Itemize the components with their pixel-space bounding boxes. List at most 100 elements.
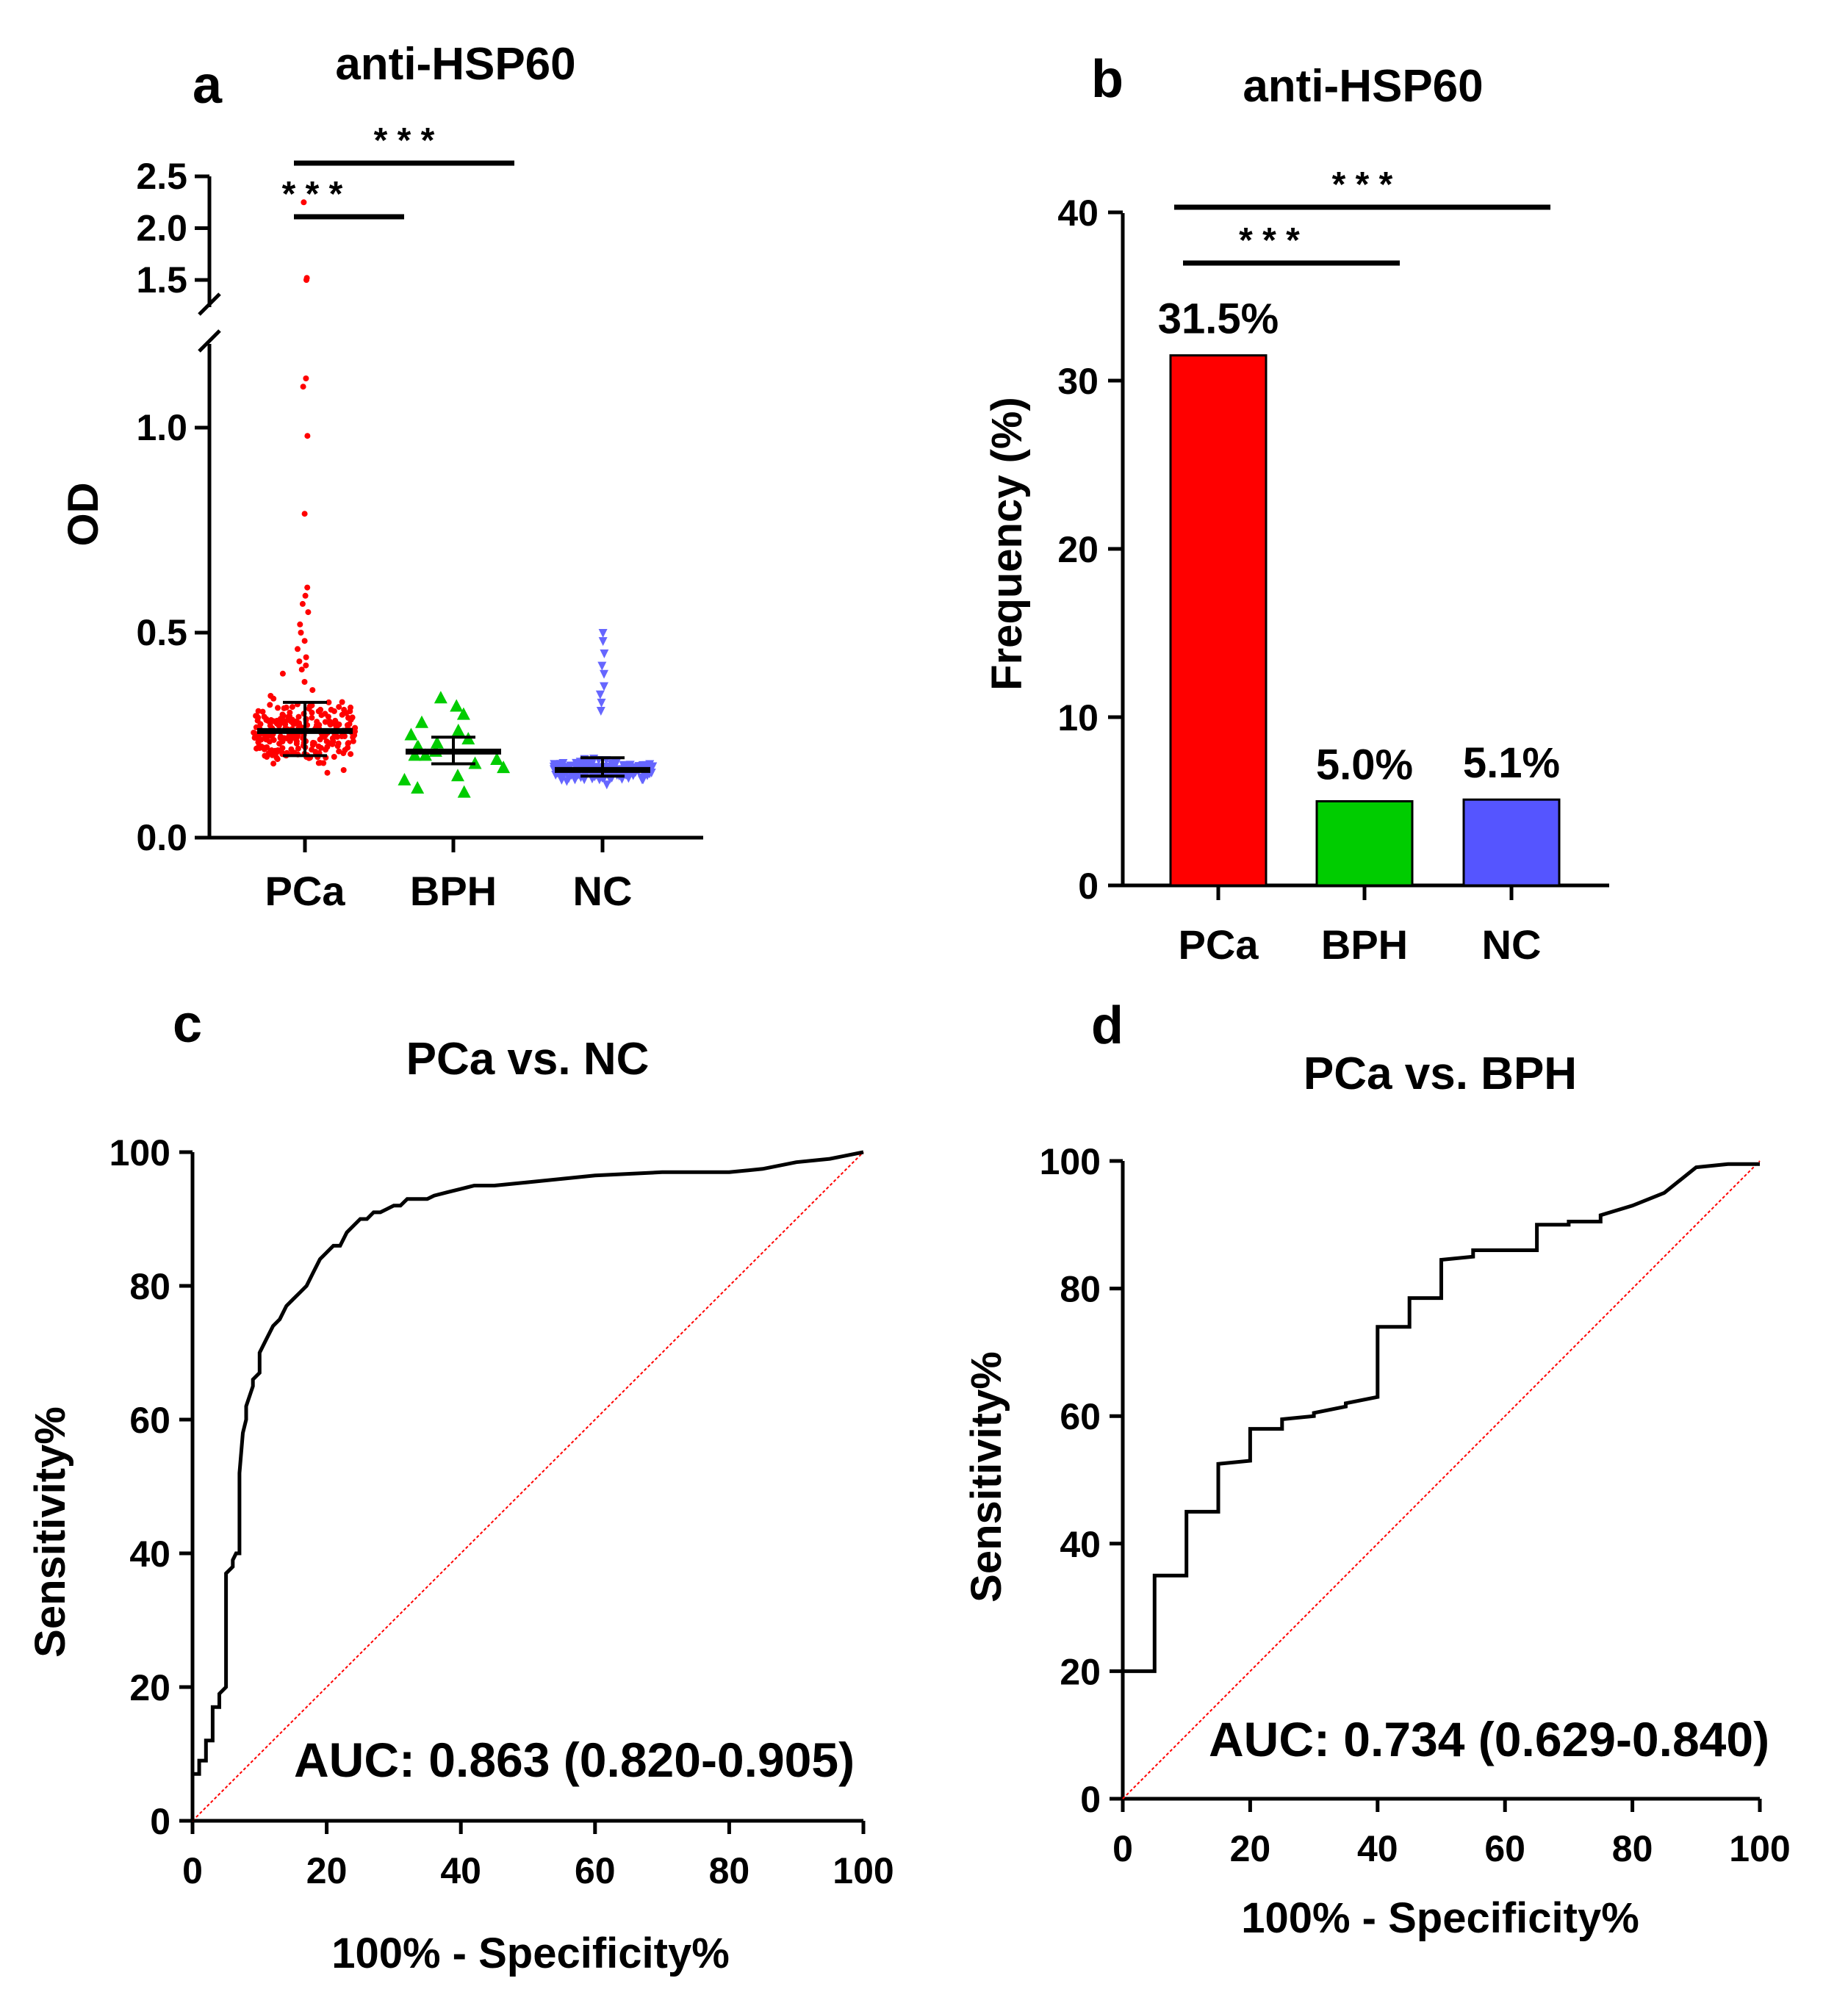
panel-a-point-nc: [639, 775, 648, 785]
panel-a-point-pca: [301, 199, 307, 206]
panel-b-category-label: BPH: [1321, 921, 1408, 968]
panel-a-point-pca: [295, 646, 301, 652]
panel-a-point-nc: [567, 771, 576, 780]
panel-a-point-pca: [309, 714, 315, 721]
panel-b-y-tick-label: 30: [1057, 361, 1099, 402]
panel-a-y-ticks: 0.0 0.5 1.0 1.5 2.0 2.5: [136, 156, 209, 858]
panel-a-point-pca: [266, 738, 273, 745]
panel-a-point-pca: [351, 724, 358, 731]
panel-a-point-pca: [341, 706, 348, 713]
panel-b-letter: b: [1091, 50, 1123, 109]
panel-a-y-tick-label: 2.5: [136, 156, 187, 197]
panel-a-point-pca: [304, 584, 311, 591]
panel-b-significance-label: * * *: [1239, 221, 1300, 260]
panel-a-significance-label: * * *: [282, 175, 343, 214]
panel-b-bar-nc: [1462, 798, 1561, 887]
panel-d-x-tick-label: 0: [1112, 1828, 1133, 1869]
panel-b-bar-pca: [1169, 354, 1268, 887]
panel-a-point-pca: [302, 592, 309, 599]
panel-a-point-pca: [295, 713, 302, 720]
panel-b-significance: * * * * * *: [1174, 165, 1550, 266]
panel-a-point-pca: [255, 739, 262, 746]
panel-a-point-bph: [451, 723, 465, 736]
panel-a-point-pca: [295, 745, 301, 752]
panel-a-category-label: PCa: [265, 868, 346, 914]
panel-a-point-bph: [450, 769, 464, 782]
panel-a-point-pca: [331, 708, 337, 714]
panel-a-point-nc: [600, 682, 609, 691]
panel-d-y-tick-label: 60: [1060, 1396, 1101, 1437]
panel-a-point-bph: [408, 748, 422, 761]
panel-a-point-bph: [490, 752, 504, 765]
panel-a-point-pca: [336, 704, 342, 711]
panel-d-y-tick-label: 40: [1060, 1524, 1101, 1565]
panel-a-point-nc: [579, 757, 589, 766]
panel-d-x-axis-title: 100% - Specificity%: [1241, 1894, 1639, 1942]
panel-a-point-bph: [430, 736, 444, 749]
panel-a-y-tick-label: 0.5: [136, 612, 187, 653]
panel-d-y-tick-label: 80: [1060, 1269, 1101, 1310]
panel-a-point-bph: [418, 748, 432, 761]
panel-b-y-tick-label: 0: [1078, 866, 1099, 907]
panel-a-significance: * * * * * *: [282, 121, 514, 220]
panel-a-point-bph: [414, 715, 428, 728]
panel-a-point-nc: [587, 760, 597, 769]
panel-c-y-axis-title: Sensitivity%: [26, 1406, 74, 1658]
panel-a-point-pca: [272, 747, 278, 754]
panel-a-point-bph: [404, 727, 418, 741]
panel-a-point-pca: [298, 666, 305, 673]
panel-a-x-ticks: PCa BPH NC: [265, 838, 632, 914]
panel-a-point-bph: [456, 707, 470, 720]
panel-a-point-pca: [279, 745, 286, 752]
panel-a-point-pca: [348, 704, 353, 711]
panel-d-x-tick-label: 80: [1612, 1828, 1653, 1869]
panel-d-roc-line: [1123, 1162, 1760, 1673]
panel-a-point-pca: [255, 708, 262, 714]
panel-a-point-pca: [336, 748, 342, 755]
panel-c-letter: c: [173, 995, 202, 1054]
panel-a-point-pca: [281, 718, 288, 724]
panel-a-point-pca: [303, 275, 310, 281]
panel-a-point-pca: [301, 679, 308, 685]
panel-d-letter: d: [1091, 996, 1123, 1055]
panel-a-point-pca: [339, 733, 345, 740]
panel-c-x-tick-label: 100: [833, 1850, 894, 1891]
panel-c-x-axis-title: 100% - Specificity%: [331, 1930, 730, 1977]
panel-d-y-tick-label: 100: [1040, 1141, 1101, 1182]
panel-a-point-pca: [345, 744, 351, 751]
panel-a-point-pca: [291, 720, 298, 726]
panel-a-point-pca: [296, 658, 303, 665]
panel-a-point-pca: [317, 760, 323, 766]
panel-a-point-pca: [339, 699, 345, 705]
panel-c-x-tick-label: 40: [440, 1850, 481, 1891]
panel-a-point-pca: [324, 769, 331, 776]
panel-a-point-pca: [324, 744, 331, 750]
panel-a-point-pca: [350, 738, 356, 744]
panel-a-point-pca: [288, 733, 295, 740]
panel-b-bar-chart: b anti-HSP60 Frequency (%) 0 10 20 30 40 31.…: [983, 50, 1609, 968]
panel-a-point-pca: [310, 739, 316, 746]
panel-a-point-pca: [289, 704, 295, 711]
panel-a-point-pca: [267, 693, 274, 699]
panel-b-title: anti-HSP60: [1243, 61, 1483, 112]
panel-a-y-axis-title: OD: [60, 483, 107, 547]
panel-c-y-tick-label: 0: [150, 1801, 170, 1842]
panel-a-point-pca: [331, 720, 337, 727]
panel-a-point-pca: [340, 750, 347, 757]
panel-a-point-nc: [598, 629, 608, 638]
panel-a-point-pca: [272, 718, 278, 724]
panel-a-point-nc: [598, 637, 608, 647]
panel-a-point-pca: [275, 705, 281, 711]
panel-a-y-tick-label: 0.0: [136, 817, 187, 858]
panel-a-point-bph: [398, 772, 411, 785]
panel-a-point-nc: [602, 780, 611, 790]
panel-a-point-pca: [301, 638, 308, 644]
panel-a-point-pca: [301, 511, 308, 517]
panel-a-point-pca: [304, 433, 311, 439]
panel-c-reference-line: [192, 1151, 864, 1822]
panel-a-point-nc: [597, 698, 606, 708]
panel-a-point-nc: [639, 761, 648, 770]
panel-a-dot-plot: a anti-HSP60 OD 0.0 0.5 1.0 1.5 2.0 2.5 PCa BP…: [60, 39, 703, 914]
panel-a-point-pca: [309, 702, 315, 709]
